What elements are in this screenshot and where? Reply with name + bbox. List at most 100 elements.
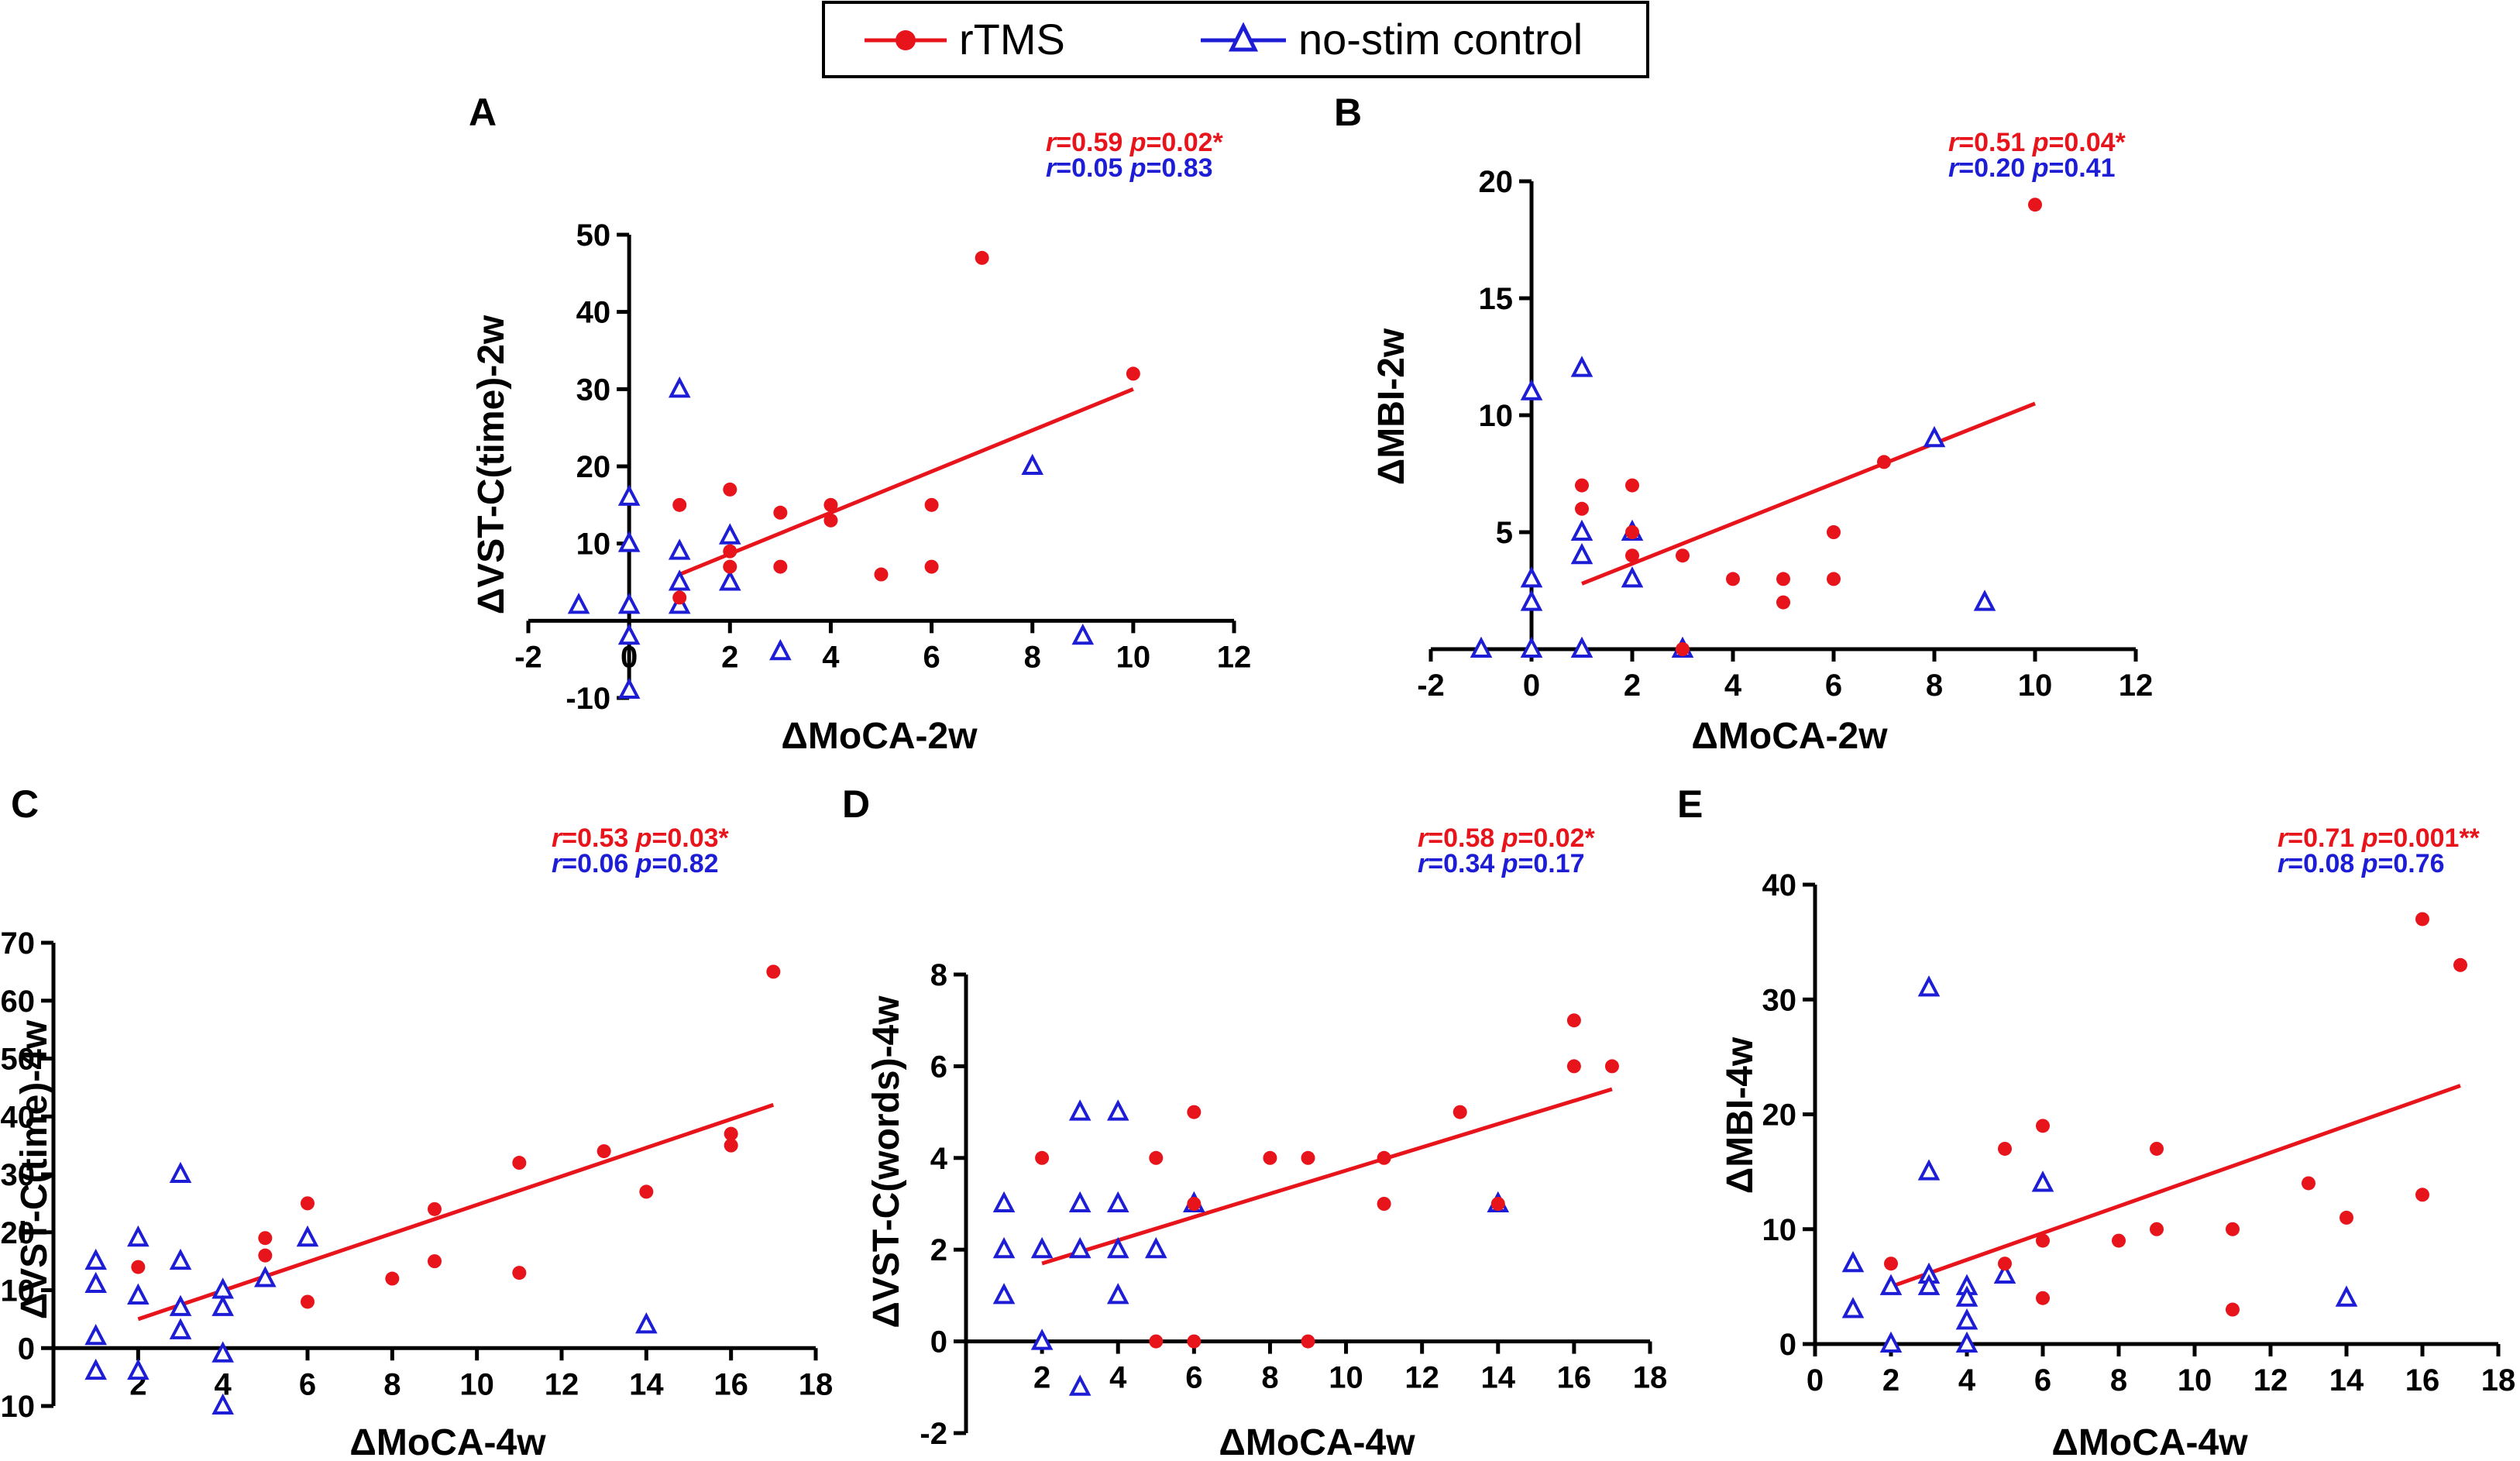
x-tick-label: 14	[2329, 1363, 2364, 1397]
stat-control: r=0.08 p=0.76	[2278, 849, 2445, 878]
x-tick-label: 18	[2481, 1363, 2516, 1397]
x-tick-label: 6	[1185, 1361, 1202, 1395]
y-tick-label: 30	[1762, 983, 1797, 1017]
control-point	[1917, 1274, 1941, 1295]
control-point	[254, 1266, 277, 1287]
control-point	[718, 523, 741, 545]
control-point	[1030, 1236, 1054, 1259]
control-point	[668, 376, 691, 398]
control-point	[1621, 566, 1644, 588]
panel-b: -2 0 2 4 6 8 10 12 5 10 15 20 B ΔMoCA-2w ΔMBI-2w r=0.51…	[1334, 91, 2153, 757]
control-point	[1068, 1191, 1092, 1212]
control-point	[567, 593, 590, 614]
control-point	[992, 1191, 1016, 1212]
rtms-point	[1625, 525, 1639, 539]
control-point	[668, 538, 691, 560]
stat-r-symbol: r	[1418, 823, 1429, 853]
rtms-point	[1301, 1334, 1315, 1349]
rtms-point	[2415, 912, 2429, 926]
stat-r-value: =0.08	[2288, 849, 2361, 878]
rtms-point	[1827, 525, 1841, 539]
stat-r-value: =0.51	[1958, 128, 2032, 157]
control-point	[84, 1271, 107, 1294]
stat-control: r=0.05 p=0.83	[1046, 153, 1213, 183]
stat-r-symbol: r	[552, 823, 563, 853]
y-tick-label: 6	[930, 1050, 947, 1084]
control-point	[617, 531, 641, 552]
control-point	[1570, 542, 1593, 565]
control-point	[992, 1283, 1016, 1305]
control-point	[2335, 1285, 2358, 1307]
x-tick-label: 8	[383, 1367, 401, 1401]
regression-line	[1581, 401, 2036, 586]
panel-a: -2 0 2 4 6 8 10 12 -10 10 20 30 40 50 A ΔMoCA-2w ΔVST-C(…	[469, 91, 1251, 757]
control-point	[1955, 1331, 1979, 1353]
y-tick-label: 2	[930, 1233, 947, 1267]
rtms-point	[1604, 1059, 1619, 1074]
control-point	[1923, 425, 1946, 448]
rtms-point	[2150, 1141, 2164, 1156]
stat-p-symbol: p	[2032, 128, 2049, 157]
regression-line	[679, 387, 1134, 576]
legend: rTMS no-stim control	[822, 1, 1649, 78]
control-point	[668, 569, 691, 591]
y-tick-label: -2	[920, 1417, 947, 1451]
stat-control: r=0.34 p=0.17	[1418, 849, 1585, 878]
y-tick-label: 20	[1479, 165, 1514, 199]
x-tick-label: 12	[1404, 1361, 1439, 1395]
rtms-point	[1676, 642, 1690, 656]
stat-control: r=0.06 p=0.82	[552, 849, 719, 878]
rtms-point	[1149, 1334, 1164, 1349]
control-point	[84, 1248, 107, 1270]
y-axis-title: ΔMBI-2w	[1371, 328, 1412, 485]
y-axis-title: ΔVST-C(time)-4w	[14, 1019, 55, 1319]
control-point	[617, 677, 641, 700]
rtms-point	[2028, 198, 2042, 212]
x-axis-title: ΔMoCA-4w	[349, 1422, 546, 1461]
y-tick-label: 40	[576, 296, 611, 330]
control-point	[211, 1393, 234, 1415]
stat-r-symbol: r	[2278, 823, 2289, 853]
control-point	[1068, 1374, 1092, 1396]
stat-p-symbol: p	[1129, 153, 1147, 183]
rtms-point	[1776, 572, 1790, 586]
rtms-point	[1035, 1150, 1050, 1165]
rtms-point	[2036, 1233, 2050, 1248]
y-tick-label: 20	[1762, 1098, 1797, 1133]
x-tick-label: 6	[2034, 1363, 2051, 1397]
x-tick-label: -2	[514, 640, 542, 674]
rtms-point	[596, 1144, 611, 1159]
control-point	[1068, 1099, 1092, 1121]
rtms-point	[301, 1196, 315, 1211]
stat-r-symbol: r	[1948, 128, 1960, 157]
x-tick-label: 2	[1882, 1363, 1899, 1397]
y-tick-label: 10	[1479, 399, 1514, 433]
x-tick-label: 14	[629, 1367, 664, 1401]
control-point	[84, 1358, 107, 1380]
control-point	[1841, 1250, 1865, 1273]
control-point	[1879, 1331, 1903, 1353]
control-point	[211, 1277, 234, 1299]
stat-r-value: =0.05	[1056, 153, 1129, 183]
rtms-point	[2340, 1210, 2353, 1225]
control-point	[1917, 975, 1941, 997]
control-point	[1570, 356, 1593, 377]
rtms-point	[1149, 1150, 1164, 1165]
y-tick-label: 40	[1, 1100, 36, 1134]
rtms-point	[1575, 501, 1589, 516]
control-point	[635, 1312, 658, 1334]
rtms-point	[1187, 1105, 1202, 1119]
x-tick-label: 10	[1116, 640, 1151, 674]
rtms-point	[773, 505, 788, 520]
stat-p-value: =0.41	[2049, 153, 2116, 183]
rtms-point	[1187, 1197, 1202, 1211]
rtms-point	[2302, 1176, 2315, 1191]
rtms-point	[2150, 1222, 2164, 1236]
y-tick-label: -10	[0, 1390, 35, 1424]
panel-letter: A	[469, 91, 497, 134]
rtms-point	[1676, 548, 1690, 563]
rtms-point	[1377, 1197, 1391, 1211]
control-point	[992, 1236, 1016, 1259]
stat-p-symbol: p	[1501, 849, 1518, 878]
control-point	[169, 1294, 192, 1316]
